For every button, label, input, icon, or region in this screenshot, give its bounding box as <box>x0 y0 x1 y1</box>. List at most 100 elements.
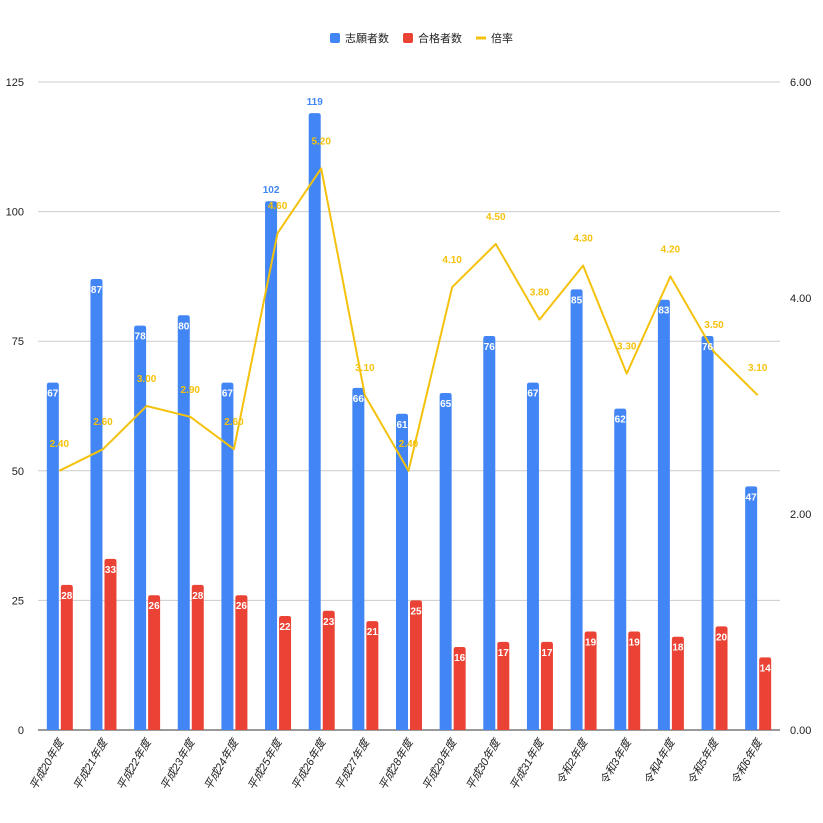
applicants-value-label: 80 <box>178 321 190 332</box>
left-tick-label: 0 <box>18 725 24 737</box>
applicants-bar <box>439 393 452 730</box>
ratio-value-label: 2.60 <box>93 417 113 428</box>
left-tick-label: 50 <box>12 466 24 478</box>
passers-bar <box>584 631 597 730</box>
category-label: 令和5年度 <box>685 735 722 787</box>
applicants-bar <box>745 486 758 730</box>
applicants-value-label: 85 <box>571 295 583 306</box>
x-axis-categories: 平成20年度 平成21年度 平成22年度 平成23年度 平成24年度 平成25年度 平成26… <box>27 735 766 792</box>
category-label: 令和2年度 <box>554 735 591 787</box>
passers-bar <box>540 641 553 730</box>
category-label: 令和4年度 <box>641 735 678 787</box>
applicants-bar <box>701 336 714 730</box>
left-tick-label: 125 <box>6 77 24 89</box>
applicants-value-label: 102 <box>263 185 280 196</box>
left-tick-label: 25 <box>12 595 24 607</box>
applicants-bar <box>352 387 365 730</box>
category-label: 平成20年度 <box>27 735 67 792</box>
legend-label: 倍率 <box>491 31 513 45</box>
passers-value-label: 28 <box>61 591 73 602</box>
applicants-value-label: 78 <box>135 332 147 343</box>
legend-item: 倍率 <box>476 31 513 45</box>
ratio-value-label: 3.10 <box>355 363 375 374</box>
ratio-value-label: 3.00 <box>137 374 157 385</box>
category-label: 平成28年度 <box>376 735 416 792</box>
passers-value-label: 33 <box>105 565 117 576</box>
applicants-bar <box>483 336 496 730</box>
bars <box>46 113 772 730</box>
category-label: 令和3年度 <box>598 735 635 787</box>
passers-bar <box>191 584 204 730</box>
passers-bar <box>322 610 335 730</box>
passers-value-label: 22 <box>279 622 291 633</box>
applicants-bar <box>526 382 539 730</box>
applicants-value-label: 67 <box>222 389 234 400</box>
ratio-value-label: 4.50 <box>486 212 506 223</box>
legend: 志願者数 合格者数 倍率 <box>330 31 513 45</box>
passers-value-label: 17 <box>498 648 510 659</box>
applicants-bar <box>46 382 59 730</box>
legend-item: 合格者数 <box>403 31 462 45</box>
category-label: 平成22年度 <box>114 735 154 792</box>
passers-bar <box>60 584 73 730</box>
applicants-value-label: 65 <box>440 399 452 410</box>
passers-bar <box>104 558 117 730</box>
category-label: 平成30年度 <box>464 735 504 792</box>
passers-bar <box>628 631 641 730</box>
legend-label: 合格者数 <box>418 31 462 45</box>
category-label: 令和6年度 <box>728 735 765 787</box>
passers-bar <box>235 595 248 730</box>
applicants-value-label: 119 <box>307 97 324 108</box>
passers-bar <box>279 615 292 730</box>
category-label: 平成27年度 <box>333 735 373 792</box>
passers-bar <box>671 636 684 730</box>
passers-value-label: 28 <box>192 591 204 602</box>
passers-value-label: 23 <box>323 617 335 628</box>
passers-bar <box>410 600 422 730</box>
ratio-value-label: 4.20 <box>661 244 681 255</box>
right-tick-label: 6.00 <box>790 77 811 89</box>
passers-value-label: 26 <box>149 601 161 612</box>
passers-value-label: 26 <box>236 601 248 612</box>
right-y-axis: 0.00 2.00 4.00 6.00 <box>790 77 811 737</box>
applicants-value-label: 47 <box>746 492 758 503</box>
passers-bar <box>148 595 161 730</box>
applicants-bar <box>570 289 583 730</box>
data-labels: 67 28 87 33 78 26 80 28 67 26 102 22 119 23 66 21 61 25 65… <box>47 97 771 674</box>
applicants-value-label: 62 <box>615 415 627 426</box>
passers-value-label: 14 <box>760 663 772 674</box>
right-tick-label: 2.00 <box>790 509 811 521</box>
passers-bar <box>759 657 772 730</box>
applicants-bar <box>657 299 670 730</box>
ratio-value-label: 3.50 <box>704 320 724 331</box>
legend-label: 志願者数 <box>345 32 389 45</box>
applicants-value-label: 67 <box>527 389 539 400</box>
applicants-bar <box>221 382 234 730</box>
passers-bar <box>453 647 466 730</box>
category-label: 平成25年度 <box>245 735 285 792</box>
applicants-value-label: 76 <box>702 342 714 353</box>
ratio-value-label: 3.30 <box>617 342 637 353</box>
ratio-value-label: 4.10 <box>442 255 462 266</box>
legend-swatch <box>330 33 340 43</box>
applicants-bar <box>614 408 627 730</box>
applicants-value-label: 67 <box>47 389 59 400</box>
passers-bar <box>497 641 510 730</box>
ratio-value-label: 4.30 <box>573 234 593 245</box>
category-label: 平成24年度 <box>202 735 242 792</box>
passers-bar <box>715 626 728 730</box>
applicants-value-label: 66 <box>353 394 365 405</box>
right-tick-label: 0.00 <box>790 725 811 737</box>
ratio-value-label: 2.60 <box>224 417 244 428</box>
applicants-value-label: 83 <box>658 306 670 317</box>
ratio-value-label: 5.20 <box>311 136 331 147</box>
applicants-value-label: 87 <box>91 285 103 296</box>
applicants-value-label: 61 <box>396 420 408 431</box>
passers-value-label: 17 <box>541 648 553 659</box>
ratio-value-label: 4.60 <box>268 201 288 212</box>
applicants-bar <box>134 325 147 730</box>
passers-value-label: 19 <box>629 638 641 649</box>
category-label: 平成31年度 <box>507 735 547 792</box>
applicants-value-label: 76 <box>484 342 496 353</box>
